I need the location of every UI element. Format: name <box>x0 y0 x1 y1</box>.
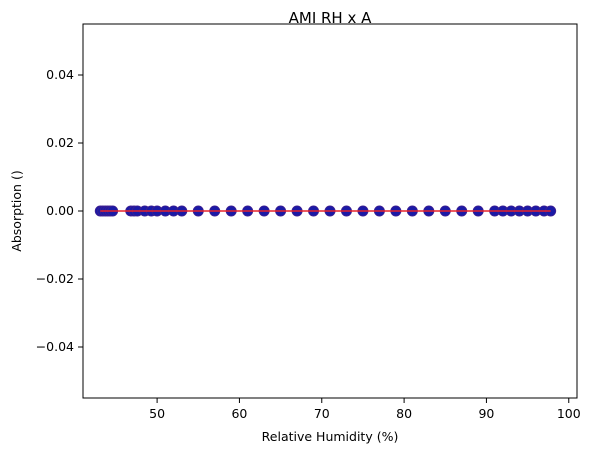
x-tick-label: 70 <box>314 406 330 421</box>
y-ticks: 0.04 0.02 0.00 −0.02 −0.04 <box>36 67 83 354</box>
x-tick-label: 80 <box>396 406 412 421</box>
x-tick-label: 50 <box>149 406 165 421</box>
y-axis-label: Absorption () <box>9 170 24 251</box>
plot-marks <box>94 205 557 217</box>
chart-title: AMI RH x A <box>289 9 373 27</box>
y-tick-label: −0.02 <box>36 271 74 286</box>
x-tick-label: 60 <box>231 406 247 421</box>
x-tick-label: 90 <box>478 406 494 421</box>
x-ticks: 50 60 70 80 90 100 <box>149 398 581 421</box>
y-tick-label: 0.04 <box>46 67 74 82</box>
x-tick-label: 100 <box>557 406 581 421</box>
plot-frame <box>82 23 578 399</box>
y-tick-label: 0.02 <box>46 135 74 150</box>
y-tick-label: −0.04 <box>36 339 74 354</box>
y-tick-label: 0.00 <box>46 203 74 218</box>
x-axis-label: Relative Humidity (%) <box>262 429 399 444</box>
